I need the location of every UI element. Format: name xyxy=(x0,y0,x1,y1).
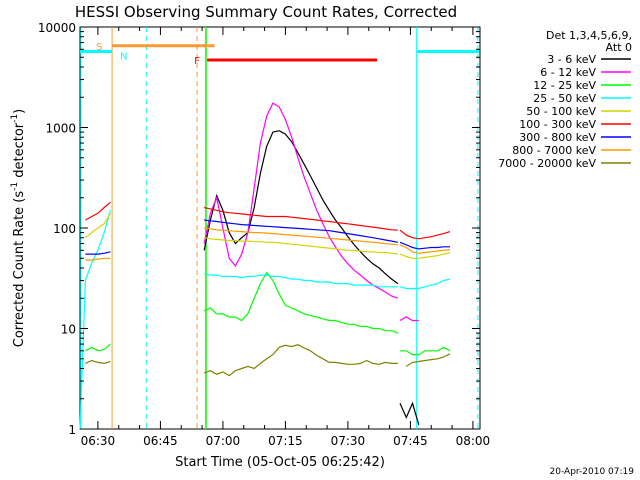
legend-label-2: 12 - 25 keV xyxy=(533,79,596,92)
flag-label-f: F xyxy=(194,56,200,67)
series-4-segment-0 xyxy=(85,212,111,239)
legend-label-8: 7000 - 20000 keV xyxy=(498,157,596,170)
chart-title: HESSI Observing Summary Count Rates, Cor… xyxy=(75,3,457,21)
series-6-segment-2 xyxy=(399,241,450,250)
series-3-segment-2 xyxy=(399,278,451,290)
x-axis-ticks: 06:30 06:45 07:00 07:15 07:30 07:45 08:00 xyxy=(81,27,491,448)
series-7-segment-1 xyxy=(204,227,398,246)
series-2-segment-2 xyxy=(400,346,451,356)
x-tick-label-1: 06:45 xyxy=(143,434,178,448)
series-8-segment-1 xyxy=(203,344,398,377)
series-5-segment-0 xyxy=(85,201,111,221)
y-tick-label-0: 1 xyxy=(68,423,76,437)
series-8-segment-2 xyxy=(405,353,451,367)
y-axis-label-sup2: -1 xyxy=(10,114,20,123)
y-axis-label-sup1: -1 xyxy=(10,182,20,191)
x-tick-label-3: 07:15 xyxy=(268,434,303,448)
series-7-segment-2 xyxy=(399,244,451,254)
x-tick-label-6: 08:00 xyxy=(456,434,491,448)
flag-label-s: S xyxy=(96,42,102,53)
x-tick-label-0: 06:30 xyxy=(81,434,116,448)
flag-label-n: N xyxy=(120,52,127,63)
series-4-segment-2 xyxy=(399,251,451,259)
y-tick-label-1: 10 xyxy=(61,323,76,337)
y-axis-label: Corrected Count Rate (s-1 detector-1) xyxy=(10,109,27,347)
series-5-segment-1 xyxy=(204,206,398,231)
series-3-segment-1 xyxy=(204,273,398,288)
x-tick-label-5: 07:45 xyxy=(393,434,428,448)
x-tick-label-4: 07:30 xyxy=(331,434,366,448)
x-tick-label-2: 07:00 xyxy=(206,434,241,448)
series-3-segment-0 xyxy=(79,210,111,430)
series-6-segment-1 xyxy=(204,219,399,243)
series-0-segment-1 xyxy=(399,401,420,425)
series-2-segment-1 xyxy=(203,271,399,334)
series-5-segment-2 xyxy=(399,229,451,240)
timestamp: 20-Apr-2010 07:19 xyxy=(550,467,635,477)
y-axis-ticks: 1 10 100 1000 10000 xyxy=(38,21,480,437)
series-1-segment-0 xyxy=(203,102,399,299)
legend-label-5: 100 - 300 keV xyxy=(519,118,596,131)
flag-bars: S N F xyxy=(80,42,480,67)
legend-label-7: 800 - 7000 keV xyxy=(512,144,596,157)
plot-frame xyxy=(79,26,481,430)
legend-label-4: 50 - 100 keV xyxy=(526,105,596,118)
y-axis-label-mid: detector xyxy=(12,122,27,182)
series-8-segment-0 xyxy=(85,359,111,365)
y-axis-label-end: ) xyxy=(12,109,27,114)
vertical-markers xyxy=(80,27,479,429)
series-1-segment-1 xyxy=(399,316,419,322)
x-axis-label: Start Time (05-Oct-05 06:25:42) xyxy=(175,455,385,470)
legend-label-3: 25 - 50 keV xyxy=(533,92,596,105)
series-lines xyxy=(79,102,451,430)
legend-title-line2: Att 0 xyxy=(606,41,632,54)
y-tick-label-2: 100 xyxy=(53,222,76,236)
series-0-segment-0 xyxy=(203,130,399,285)
series-6-segment-0 xyxy=(85,251,111,255)
legend-label-0: 3 - 6 keV xyxy=(547,53,596,66)
series-2-segment-0 xyxy=(85,343,111,352)
y-tick-label-3: 1000 xyxy=(45,122,76,136)
y-tick-label-4: 10000 xyxy=(38,21,76,35)
series-4-segment-1 xyxy=(204,237,398,255)
legend-label-6: 300 - 800 keV xyxy=(519,131,596,144)
legend-title-line1: Det 1,3,4,5,6,9, xyxy=(546,29,632,42)
legend-label-1: 6 - 12 keV xyxy=(540,66,596,79)
series-7-segment-0 xyxy=(85,257,111,261)
plot-area: SN F 06:30 06:45 07:00 07:15 07:30 07:45 08:00 … xyxy=(38,21,490,448)
y-axis-label-main: Corrected Count Rate (s xyxy=(12,191,27,348)
